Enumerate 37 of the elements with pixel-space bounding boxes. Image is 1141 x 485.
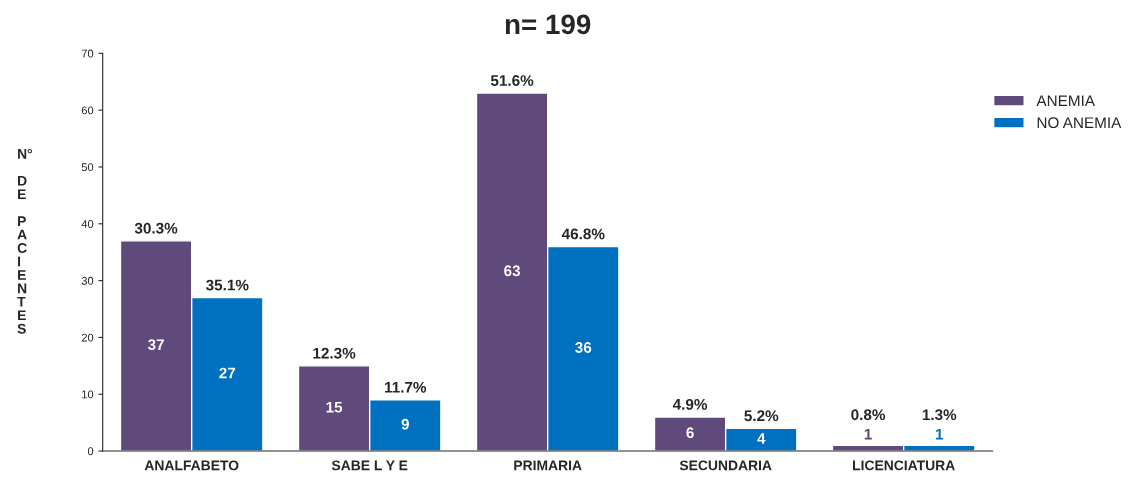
y-tick-label: 50	[81, 163, 94, 172]
data-label: 27	[219, 367, 236, 379]
y-tick-label: 20	[81, 333, 94, 342]
y-tick-label: 30	[81, 276, 94, 285]
data-label: 36	[575, 342, 592, 353]
annotation: 0.8%	[851, 409, 886, 421]
annotation: 4.9%	[672, 398, 708, 410]
annotation: 51.6%	[490, 75, 534, 86]
x-tick-label: LICENCIATURA	[853, 460, 955, 471]
x-tick-label: ANALFABETO	[144, 460, 239, 471]
annotation: 12.3%	[313, 347, 356, 359]
annotation: 11.7%	[385, 381, 427, 393]
y-tick-label: 10	[82, 390, 94, 399]
data-label: 4	[757, 433, 766, 444]
data-label: 63	[504, 265, 521, 277]
annotation: 30.3%	[134, 222, 178, 234]
data-label: 37	[147, 339, 164, 351]
annotation: 5.2%	[744, 410, 779, 422]
data-label: 1	[864, 428, 872, 440]
chart-title: n= 199	[505, 14, 591, 35]
data-label: 6	[686, 427, 694, 439]
annotation: 46.8%	[561, 228, 605, 240]
y-tick-label: 40	[81, 220, 94, 228]
x-tick-label: PRIMARIA	[514, 460, 582, 471]
data-label: 9	[401, 418, 409, 430]
y-tick-label: 70	[81, 49, 94, 58]
y-tick-label: 0	[87, 447, 94, 456]
data-label: 1	[935, 428, 944, 440]
annotation: 1.3%	[922, 409, 957, 421]
data-label: 15	[326, 401, 343, 413]
text: N° DE PACIENTES	[17, 149, 33, 334]
x-tick-label: SECUNDARIA	[679, 460, 772, 471]
legend-label: NO ANEMIA	[1037, 117, 1122, 129]
annotation: 35.1%	[205, 279, 249, 291]
y-tick-label: 60	[81, 106, 94, 115]
legend-label: ANEMIA	[1036, 95, 1095, 107]
x-tick-label: SABE L Y E	[331, 460, 408, 471]
